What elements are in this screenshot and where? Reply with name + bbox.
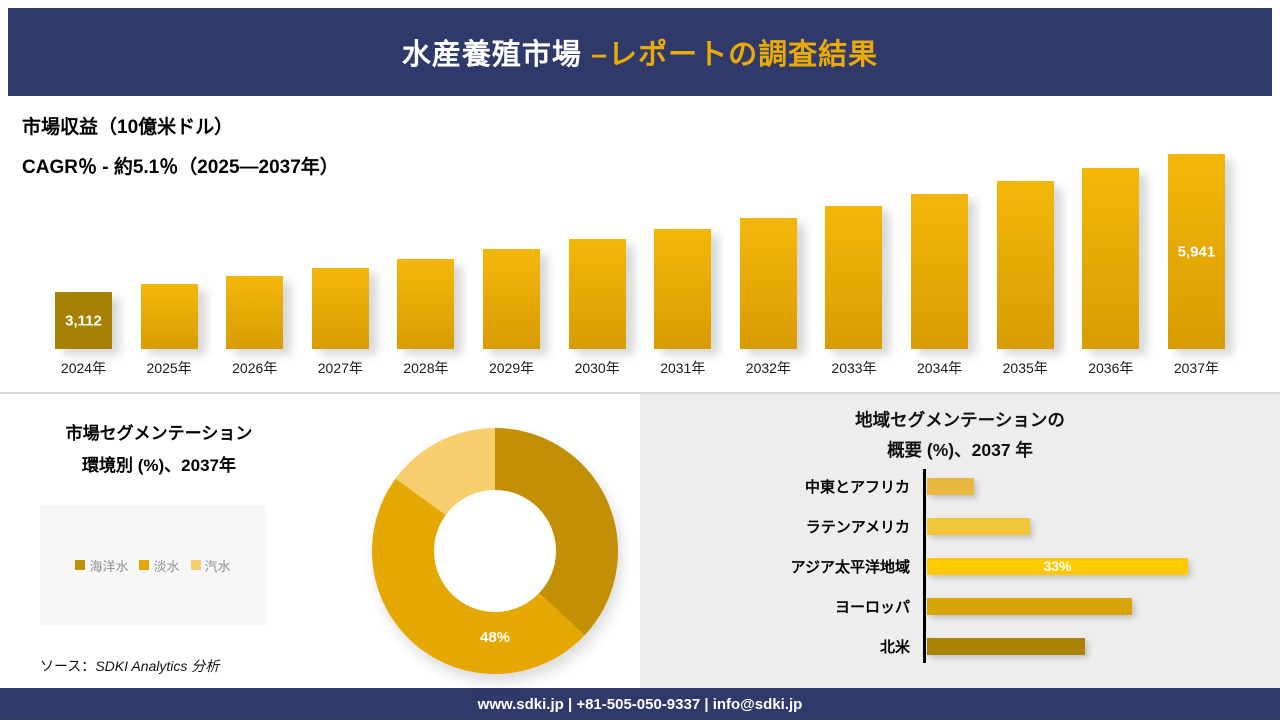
segmentation-donut-chart: 48%	[372, 428, 618, 674]
regional-category-label: ヨーロッパ	[834, 598, 910, 616]
regional-title-line2: 概要 (%)、2037 年	[887, 439, 1033, 460]
revenue-bar	[568, 239, 626, 349]
revenue-bar-column: 2031年	[654, 142, 712, 378]
revenue-bar-value-label: 3,112	[65, 312, 102, 329]
legend-swatch	[190, 560, 201, 570]
revenue-bar-year-label: 2035年	[1002, 360, 1048, 376]
regional-bar-value-label: 33%	[1043, 558, 1072, 574]
revenue-bar-column: 2028年	[397, 142, 455, 378]
legend-item: 海洋水	[75, 556, 128, 575]
regional-bar	[927, 597, 1132, 615]
revenue-bar-year-label: 2030年	[574, 360, 620, 376]
footer-banner: www.sdki.jp | +81-505-050-9337 | info@sd…	[0, 688, 1280, 720]
revenue-bar-column: 2036年	[1082, 142, 1140, 378]
revenue-bar-column: 2029年	[483, 142, 541, 378]
revenue-bar	[140, 284, 198, 349]
revenue-bar-year-label: 2033年	[831, 360, 877, 376]
revenue-bar-year-label: 2024年	[60, 360, 107, 376]
revenue-bar	[911, 194, 969, 349]
revenue-bar-year-label: 2027年	[317, 360, 363, 376]
regional-bar	[927, 477, 974, 495]
revenue-bar-year-label: 2037年	[1173, 360, 1219, 376]
revenue-bar-year-label: 2031年	[660, 360, 706, 376]
revenue-bar	[654, 229, 712, 349]
revenue-bar: 5,941	[1167, 154, 1225, 349]
regional-category-label: ラテンアメリカ	[805, 518, 910, 536]
source-prefix: ソース：	[40, 658, 96, 674]
segmentation-title-line1: 市場セグメンテーション	[65, 424, 253, 443]
regional-bar-row: ヨーロッパ	[640, 586, 1260, 626]
legend-item: 淡水	[139, 556, 180, 575]
legend-item: 汽水	[190, 556, 231, 575]
revenue-bar-column: 2033年	[825, 142, 883, 378]
revenue-bar-column: 2030年	[568, 142, 626, 378]
revenue-chart-title: 市場収益（10億米ドル）	[22, 117, 234, 138]
revenue-bar-year-label: 2032年	[745, 360, 791, 376]
source-text: SDKI Analytics 分析	[95, 658, 220, 674]
revenue-section: 市場収益（10億米ドル） CAGR％ - 約5.1％（2025―2037年） 3…	[0, 96, 1280, 392]
regional-title: 地域セグメンテーションの 概要 (%)、2037 年	[640, 394, 1280, 466]
segmentation-title: 市場セグメンテーション 環境別 (%)、2037年	[28, 394, 290, 483]
legend-label: 淡水	[153, 558, 180, 574]
revenue-bar-column: 2034年	[911, 142, 969, 378]
header-banner: 水産養殖市場 –レポートの調査結果	[8, 8, 1272, 96]
regional-bar-chart: 中東とアフリカ ラテンアメリカアジア太平洋地域 33% ヨーロッパ北米	[640, 466, 1260, 666]
revenue-bar	[311, 268, 369, 349]
segmentation-panel: 市場セグメンテーション 環境別 (%)、2037年 海洋水 淡水 汽水 48% ソー…	[0, 394, 640, 688]
revenue-bar	[825, 206, 883, 349]
regional-chart-axis	[923, 469, 926, 663]
regional-bar-row: アジア太平洋地域 33%	[640, 546, 1260, 586]
regional-category-label: アジア太平洋地域	[790, 558, 910, 576]
revenue-bar	[483, 249, 541, 349]
revenue-bar	[739, 218, 797, 349]
revenue-cagr-label: CAGR％ - 約5.1％（2025―2037年）	[22, 157, 339, 178]
revenue-bar-column: 2026年	[226, 142, 284, 378]
revenue-bar-column: 2025年	[140, 142, 198, 378]
bottom-section: 市場セグメンテーション 環境別 (%)、2037年 海洋水 淡水 汽水 48% ソー…	[0, 394, 1280, 688]
donut-legend: 海洋水 淡水 汽水	[40, 505, 266, 625]
regional-category-label: 中東とアフリカ	[804, 478, 910, 496]
footer-contact: www.sdki.jp | +81-505-050-9337 | info@sd…	[477, 695, 803, 713]
revenue-bar-column: 2027年	[311, 142, 369, 378]
revenue-bar-year-label: 2025年	[146, 360, 192, 376]
revenue-bar-year-label: 2028年	[403, 360, 449, 376]
regional-bar-row: ラテンアメリカ	[640, 506, 1260, 546]
revenue-bar: 3,112	[55, 292, 112, 349]
revenue-bar-chart: 3,112 2024年 2025年 2026年 2027年 2028年 2029年 2030年…	[55, 142, 1225, 378]
revenue-bar-column: 2032年	[739, 142, 797, 378]
regional-bar: 33%	[927, 557, 1188, 575]
legend-swatch	[139, 560, 150, 570]
legend-swatch	[75, 560, 86, 570]
regional-bar-row: 中東とアフリカ	[640, 466, 1260, 506]
revenue-bar-year-label: 2026年	[232, 360, 278, 376]
revenue-bar-value-label: 5,941	[1177, 243, 1216, 260]
revenue-bar-year-label: 2029年	[488, 360, 535, 376]
regional-bar	[927, 637, 1085, 655]
revenue-bar	[397, 259, 455, 349]
revenue-bar	[226, 276, 284, 349]
segmentation-title-line2: 環境別 (%)、2037年	[82, 456, 236, 476]
source-note: ソース：SDKI Analytics 分析	[40, 656, 219, 676]
revenue-bar-column: 2035年	[996, 142, 1054, 378]
page-title-prefix: 水産養殖市場	[401, 39, 591, 71]
revenue-bar	[1082, 168, 1140, 349]
revenue-bar	[996, 181, 1054, 349]
regional-bar-row: 北米	[640, 626, 1260, 666]
revenue-bar-column: 3,112 2024年	[55, 142, 112, 378]
revenue-bar-column: 5,941 2037年	[1167, 142, 1225, 378]
regional-bar	[927, 517, 1030, 535]
page-title-accent: –レポートの調査結果	[590, 39, 879, 71]
regional-title-line1: 地域セグメンテーションの	[855, 410, 1065, 430]
revenue-bar-year-label: 2036年	[1088, 360, 1134, 376]
regional-panel: 地域セグメンテーションの 概要 (%)、2037 年 中東とアフリカ ラテンアメリ…	[640, 394, 1280, 688]
legend-label: 海洋水	[89, 558, 129, 574]
legend-label: 汽水	[204, 558, 231, 574]
revenue-bar-year-label: 2034年	[917, 360, 963, 376]
regional-category-label: 北米	[879, 638, 910, 656]
donut-slice-label: 48%	[479, 629, 511, 646]
section-divider	[0, 392, 1280, 394]
page-title: 水産養殖市場 –レポートの調査結果	[402, 31, 878, 73]
